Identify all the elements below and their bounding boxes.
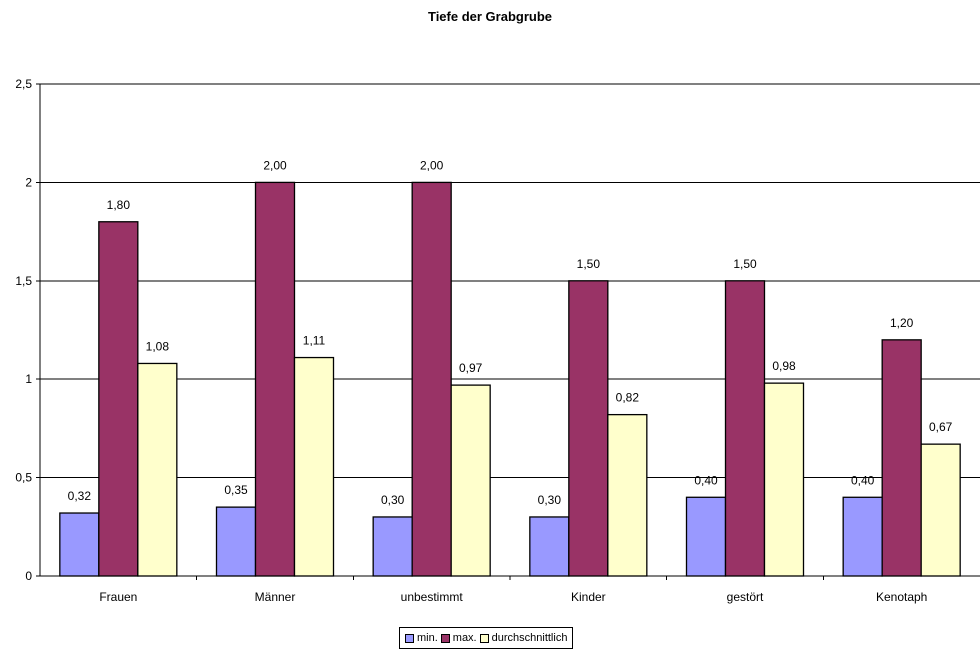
legend-swatch — [479, 633, 489, 643]
legend-swatch — [440, 633, 450, 643]
bar-min — [215, 506, 257, 577]
data-label: 0,32 — [68, 489, 92, 503]
data-label: 2,00 — [420, 158, 444, 172]
data-label: 0,30 — [381, 493, 405, 507]
legend-item: min. — [405, 631, 438, 645]
bar-durchschnittlich — [137, 362, 178, 577]
y-tick-label: 2,5 — [15, 77, 32, 91]
bar-max — [98, 221, 139, 577]
legend-label: min. — [417, 632, 438, 644]
y-tick-label: 0 — [25, 569, 32, 583]
bar-min — [372, 516, 413, 577]
data-label: 1,20 — [890, 316, 914, 330]
data-label: 0,97 — [459, 361, 483, 375]
bar-durchschnittlich — [763, 382, 805, 577]
chart-legend: min. max. durchschnittlich — [399, 627, 574, 649]
data-label: 1,50 — [577, 257, 601, 271]
data-label: 2,00 — [263, 158, 287, 172]
data-label: 0,35 — [224, 483, 248, 497]
bar-durchschnittlich — [607, 413, 648, 577]
chart-title: Tiefe der Grabgrube — [427, 9, 552, 24]
legend-swatch — [405, 633, 414, 643]
y-tick-label: 1,5 — [15, 274, 32, 288]
data-label: 0,40 — [694, 473, 718, 487]
bar-min — [529, 516, 570, 577]
x-tick-label: Kenotaph — [876, 590, 927, 604]
x-tick-label: Frauen — [99, 590, 137, 604]
bar-max — [724, 280, 766, 577]
x-tick-label: Kinder — [571, 590, 606, 604]
bar-durchschnittlich — [293, 356, 335, 577]
legend-label: max. — [452, 632, 477, 644]
x-tick-label: gestört — [727, 590, 764, 604]
data-label: 0,98 — [772, 359, 796, 373]
data-label: 1,11 — [303, 334, 326, 348]
x-tick-label: unbestimmt — [401, 590, 464, 604]
legend-label: durchschnittlich — [491, 632, 568, 644]
data-label: 1,08 — [146, 339, 170, 353]
bar-min — [842, 496, 883, 577]
x-tick-label: Männer — [255, 590, 296, 604]
bar-durchschnittlich — [450, 384, 491, 577]
bar-durchschnittlich — [920, 443, 961, 577]
data-label: 1,80 — [107, 198, 131, 212]
data-label: 0,67 — [929, 420, 953, 434]
legend-item: durchschnittlich — [479, 631, 568, 645]
y-tick-label: 2 — [25, 175, 32, 189]
y-tick-label: 0,5 — [15, 471, 32, 485]
legend-item: max. — [440, 631, 477, 645]
bar-max — [881, 339, 922, 577]
y-tick-label: 1 — [25, 372, 32, 386]
data-label: 0,40 — [851, 473, 875, 487]
data-label: 0,82 — [616, 391, 640, 405]
bar-max — [254, 181, 296, 577]
bar-max — [568, 280, 609, 577]
data-label: 1,50 — [733, 257, 757, 271]
bar-max — [411, 181, 452, 577]
bar-min — [59, 512, 100, 577]
data-label: 0,30 — [538, 493, 562, 507]
bar-min — [685, 496, 727, 577]
